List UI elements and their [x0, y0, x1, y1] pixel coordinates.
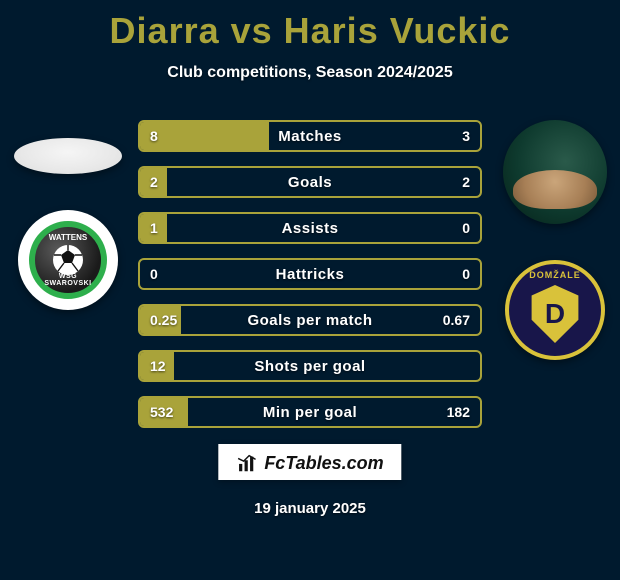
stat-row: 532Min per goal182	[138, 396, 482, 428]
left-club-name-bottom: WSG SWAROVSKI	[35, 273, 101, 287]
stats-container: 8Matches32Goals21Assists00Hattricks00.25…	[138, 120, 482, 428]
stat-value-right: 3	[462, 122, 470, 150]
stat-row: 12Shots per goal	[138, 350, 482, 382]
soccer-ball-icon	[51, 243, 85, 277]
stat-row: 2Goals2	[138, 166, 482, 198]
stat-row: 8Matches3	[138, 120, 482, 152]
right-club-badge: DOMŽALE D	[505, 260, 605, 360]
stat-row: 1Assists0	[138, 212, 482, 244]
stat-label: Hattricks	[140, 260, 480, 288]
brand-text: FcTables.com	[264, 453, 383, 474]
right-player-column: DOMŽALE D	[490, 120, 620, 360]
brand-attribution[interactable]: FcTables.com	[218, 444, 401, 480]
stat-label: Matches	[140, 122, 480, 150]
left-club-name-top: WATTENS	[35, 233, 101, 242]
stat-label: Shots per goal	[140, 352, 480, 380]
stat-value-right: 0	[462, 214, 470, 242]
right-club-letter: D	[545, 298, 565, 330]
comparison-subtitle: Club competitions, Season 2024/2025	[0, 64, 620, 82]
stat-row: 0Hattricks0	[138, 258, 482, 290]
stat-value-right: 0	[462, 260, 470, 288]
stat-value-right: 2	[462, 168, 470, 196]
snapshot-date: 19 january 2025	[0, 500, 620, 517]
stat-label: Min per goal	[140, 398, 480, 426]
stat-value-right: 182	[447, 398, 470, 426]
bar-chart-icon	[236, 452, 258, 474]
right-club-shield: D	[529, 285, 581, 343]
left-player-column: WATTENS WSG SWAROVSKI	[8, 120, 128, 310]
right-club-arc-text: DOMŽALE	[519, 270, 591, 280]
right-player-avatar	[503, 120, 607, 224]
comparison-title: Diarra vs Haris Vuckic	[0, 0, 620, 52]
stat-row: 0.25Goals per match0.67	[138, 304, 482, 336]
stat-label: Goals per match	[140, 306, 480, 334]
left-player-avatar	[14, 138, 122, 174]
stat-label: Assists	[140, 214, 480, 242]
stat-label: Goals	[140, 168, 480, 196]
left-club-badge: WATTENS WSG SWAROVSKI	[18, 210, 118, 310]
stat-value-right: 0.67	[443, 306, 470, 334]
